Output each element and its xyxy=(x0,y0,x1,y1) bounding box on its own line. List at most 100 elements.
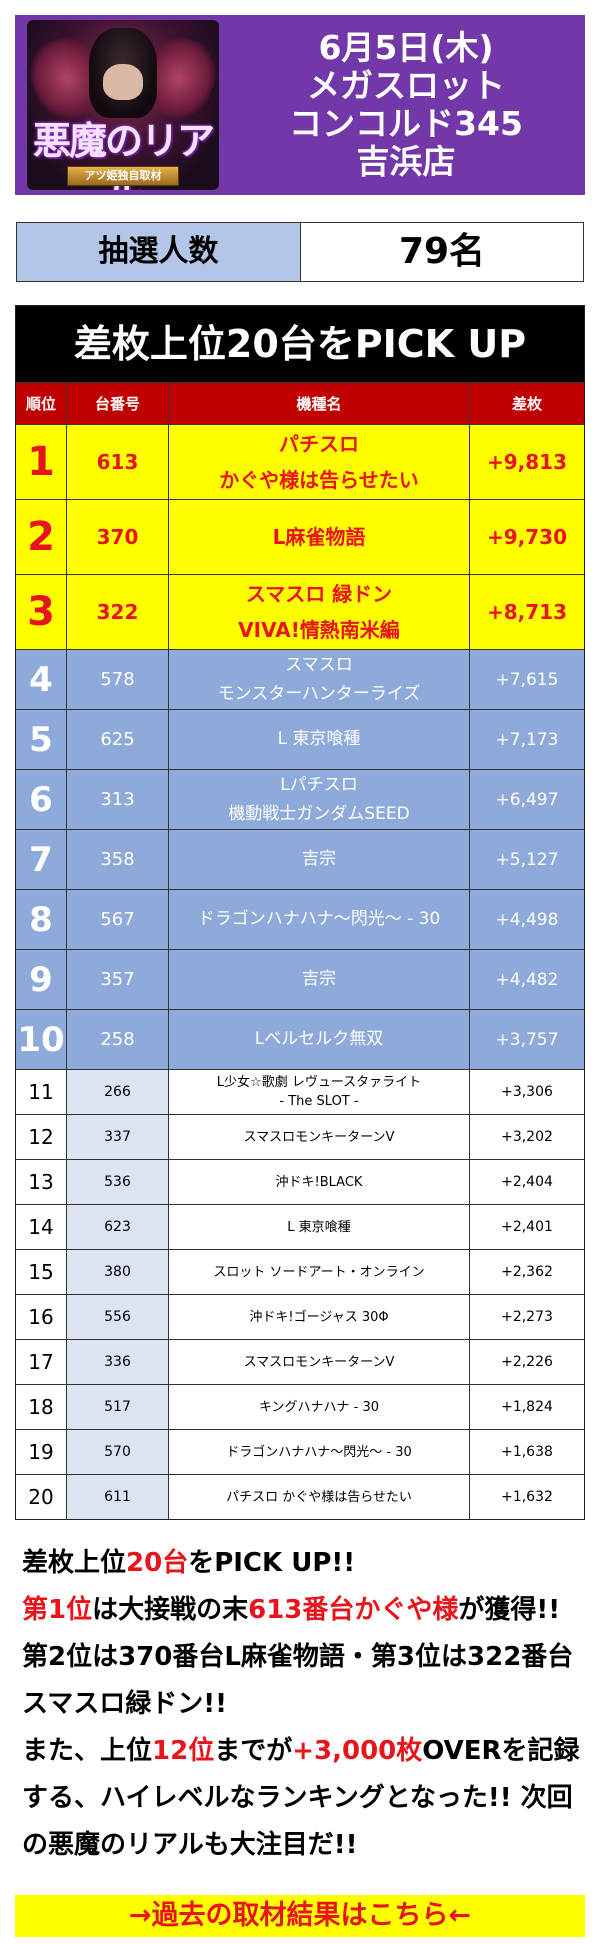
comment-highlight: +3,000枚 xyxy=(292,1736,423,1766)
machine-name-cell: スロット ソードアート・オンライン xyxy=(168,1250,469,1294)
column-header-number: 台番号 xyxy=(66,383,168,424)
machine-name-cell: 沖ドキ!ゴージャス 30Φ xyxy=(168,1295,469,1339)
header-banner: 悪魔のリアル アツ姫独自取材 6月5日(木) メガスロット コンコルド345 吉… xyxy=(15,15,585,195)
comment-text: が獲得!! 第2位は370番台L麻雀物語・第3位は322番台スマスロ緑ドン!! xyxy=(22,1595,574,1719)
column-header-diff: 差枚 xyxy=(469,383,584,424)
past-results-button[interactable]: →過去の取材結果はこちら← xyxy=(15,1895,585,1937)
machine-name-cell: スマスロ モンスターハンターライズ xyxy=(168,650,469,709)
diff-cell: +2,362 xyxy=(469,1250,584,1294)
machine-name-line: ドラゴンハナハナ〜閃光〜 - 30 xyxy=(226,1444,412,1460)
machine-name-cell: 沖ドキ!BLACK xyxy=(168,1160,469,1204)
table-row: 15 380 スロット ソードアート・オンライン +2,362 xyxy=(16,1249,584,1294)
header-title: 6月5日(木) メガスロット コンコルド345 吉浜店 xyxy=(227,29,585,181)
header-title-line4: 吉浜店 xyxy=(356,142,456,181)
table-row: 2 370 L麻雀物語 +9,730 xyxy=(16,499,584,574)
machine-number-cell: 613 xyxy=(66,425,168,499)
table-row: 4 578 スマスロ モンスターハンターライズ +7,615 xyxy=(16,649,584,709)
machine-name-line: Lパチスロ xyxy=(280,774,358,795)
machine-number-cell: 266 xyxy=(66,1070,168,1114)
diff-cell: +1,824 xyxy=(469,1385,584,1429)
ranking-header-row: 順位 台番号 機種名 差枚 xyxy=(16,382,584,424)
rank-cell: 2 xyxy=(27,514,55,560)
comment-text: また、上位 xyxy=(22,1736,153,1766)
table-row: 20 611 パチスロ かぐや様は告らせたい +1,632 xyxy=(16,1474,584,1519)
diff-cell: +2,273 xyxy=(469,1295,584,1339)
header-title-line2: メガスロット xyxy=(307,66,505,105)
table-row: 13 536 沖ドキ!BLACK +2,404 xyxy=(16,1159,584,1204)
rank-cell: 8 xyxy=(29,899,53,940)
logo-hand xyxy=(103,64,143,100)
machine-name-cell: L麻雀物語 xyxy=(168,500,469,574)
machine-number-cell: 313 xyxy=(66,770,168,829)
column-header-rank: 順位 xyxy=(25,395,56,413)
comment-text: OVERを記録する、ハイレベルなランキングとなった!! 次回の悪魔のリアルも大注… xyxy=(22,1736,580,1860)
machine-name-cell: Lベルセルク無双 xyxy=(168,1010,469,1069)
machine-number-cell: 625 xyxy=(66,710,168,769)
ranking-title: 差枚上位20台をPICK UP xyxy=(16,306,584,382)
machine-number-cell: 337 xyxy=(66,1115,168,1159)
table-row: 5 625 L 東京喰種 +7,173 xyxy=(16,709,584,769)
diff-cell: +4,482 xyxy=(469,950,584,1009)
machine-name-cell: L少女☆歌劇 レヴュースタァライト - The SLOT - xyxy=(168,1070,469,1114)
diff-cell: +8,713 xyxy=(469,575,584,649)
machine-name-line: 吉宗 xyxy=(302,849,336,869)
machine-number-cell: 623 xyxy=(66,1205,168,1249)
machine-name-line: スロット ソードアート・オンライン xyxy=(213,1264,425,1280)
machine-name-line: スマスロモンキーターンV xyxy=(243,1129,395,1145)
machine-number-cell: 556 xyxy=(66,1295,168,1339)
machine-number-cell: 370 xyxy=(66,500,168,574)
logo-subtitle: アツ姫独自取材 xyxy=(67,166,179,186)
machine-name-line: スマスロ xyxy=(285,654,353,675)
machine-name-line: - The SLOT - xyxy=(279,1094,359,1109)
diff-cell: +4,498 xyxy=(469,890,584,949)
table-row: 6 313 Lパチスロ 機動戦士ガンダムSEED +6,497 xyxy=(16,769,584,829)
diff-cell: +2,226 xyxy=(469,1340,584,1384)
rank-cell: 5 xyxy=(29,719,53,760)
machine-name-line: L 東京喰種 xyxy=(277,729,361,749)
machine-number-cell: 517 xyxy=(66,1385,168,1429)
machine-name-cell: スマスロ 緑ドン VIVA!情熱南米編 xyxy=(168,575,469,649)
table-row: 19 570 ドラゴンハナハナ〜閃光〜 - 30 +1,638 xyxy=(16,1429,584,1474)
diff-cell: +9,813 xyxy=(469,425,584,499)
machine-name-line: スマスロモンキーターンV xyxy=(243,1354,395,1370)
machine-name-line: パチスロ xyxy=(279,432,359,456)
machine-name-cell: スマスロモンキーターンV xyxy=(168,1115,469,1159)
diff-cell: +9,730 xyxy=(469,500,584,574)
machine-number-cell: 380 xyxy=(66,1250,168,1294)
machine-name-cell: L 東京喰種 xyxy=(168,1205,469,1249)
diff-cell: +1,632 xyxy=(469,1475,584,1519)
diff-cell: +5,127 xyxy=(469,830,584,889)
table-row: 17 336 スマスロモンキーターンV +2,226 xyxy=(16,1339,584,1384)
machine-name-line: かぐや様は告らせたい xyxy=(219,468,419,492)
table-row: 12 337 スマスロモンキーターンV +3,202 xyxy=(16,1114,584,1159)
column-header-machine: 機種名 xyxy=(168,383,469,424)
comment-highlight: 第1位 xyxy=(22,1595,93,1625)
logo-title: 悪魔のリアル xyxy=(32,118,215,190)
rank-cell: 4 xyxy=(29,659,53,700)
machine-name-cell: ドラゴンハナハナ〜閃光〜 - 30 xyxy=(168,890,469,949)
machine-number-cell: 578 xyxy=(66,650,168,709)
machine-name-cell: 吉宗 xyxy=(168,830,469,889)
lottery-value: 79名 xyxy=(301,223,583,281)
table-row: 10 258 Lベルセルク無双 +3,757 xyxy=(16,1009,584,1069)
ranking-table: 差枚上位20台をPICK UP 順位 台番号 機種名 差枚 1 613 パチスロ かぐ… xyxy=(15,305,585,1520)
machine-name-line: L 東京喰種 xyxy=(287,1219,351,1235)
diff-cell: +3,202 xyxy=(469,1115,584,1159)
machine-name-line: L麻雀物語 xyxy=(272,525,366,549)
rank-cell: 10 xyxy=(17,1019,65,1060)
rank-cell: 9 xyxy=(29,959,53,1000)
machine-number-cell: 336 xyxy=(66,1340,168,1384)
rank-cell: 18 xyxy=(28,1395,54,1419)
diff-cell: +2,404 xyxy=(469,1160,584,1204)
machine-name-line: キングハナハナ - 30 xyxy=(258,1399,380,1415)
ranking-rows: 1 613 パチスロ かぐや様は告らせたい +9,813 2 370 L麻雀物語 +9,730 3… xyxy=(16,424,584,1519)
table-row: 8 567 ドラゴンハナハナ〜閃光〜 - 30 +4,498 xyxy=(16,889,584,949)
table-row: 11 266 L少女☆歌劇 レヴュースタァライト - The SLOT - +3,306 xyxy=(16,1069,584,1114)
comment-text: までが xyxy=(214,1736,293,1766)
machine-number-cell: 358 xyxy=(66,830,168,889)
header-title-line3: コンコルド345 xyxy=(289,104,523,143)
rank-cell: 14 xyxy=(28,1215,54,1239)
rank-cell: 20 xyxy=(28,1485,54,1509)
rank-cell: 15 xyxy=(28,1260,54,1284)
machine-name-cell: 吉宗 xyxy=(168,950,469,1009)
